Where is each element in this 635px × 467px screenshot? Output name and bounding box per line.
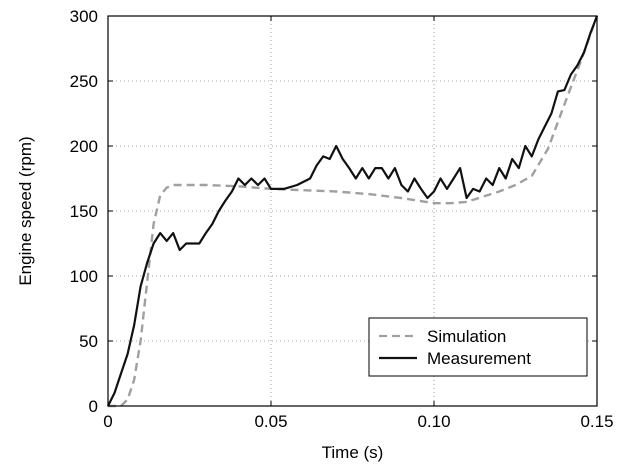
series-line-measurement — [107, 15, 599, 407]
x-tick-label-2: 0.10 — [417, 412, 450, 431]
legend-label-simulation: Simulation — [427, 327, 506, 346]
legend-label-measurement: Measurement — [427, 349, 531, 368]
y-tick-label-3: 150 — [70, 202, 98, 221]
y-tick-label-1: 50 — [79, 332, 98, 351]
series-line-simulation — [108, 15, 599, 408]
x-tick-label-0: 0 — [103, 412, 112, 431]
y-tick-label-0: 0 — [89, 397, 98, 416]
x-tick-label-3: 0.15 — [580, 412, 613, 431]
y-tick-label-2: 100 — [70, 267, 98, 286]
y-tick-label-5: 250 — [70, 72, 98, 91]
y-tick-label-6: 300 — [70, 7, 98, 26]
series-layer — [107, 15, 599, 408]
y-tick-label-4: 200 — [70, 137, 98, 156]
y-axis-title: Engine speed (rpm) — [16, 136, 35, 285]
legend: Simulation Measurement — [368, 317, 588, 377]
axis-ticks: 0 0.05 0.10 0.15 0 50 100 150 200 250 300 — [70, 7, 614, 431]
x-tick-label-1: 0.05 — [254, 412, 287, 431]
legend-box — [368, 317, 588, 377]
x-axis-title: Time (s) — [322, 443, 384, 462]
